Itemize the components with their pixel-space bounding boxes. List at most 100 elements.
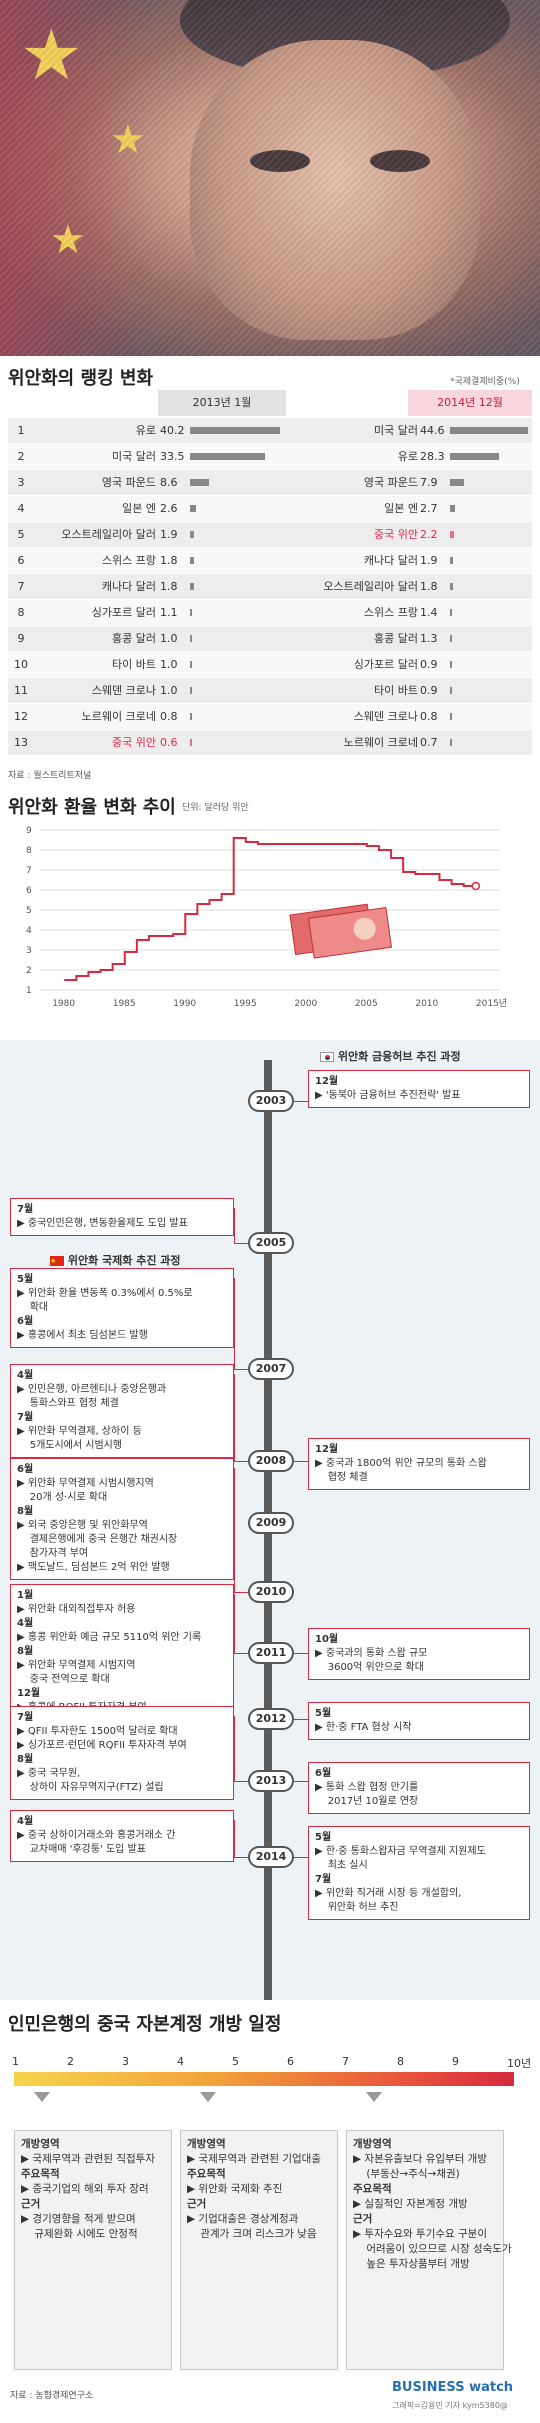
chevron-down-icon [366,2092,382,2102]
korea-event: 5월 ▶ 한·중 FTA 협상 시작 [308,1702,530,1740]
korea-event: 5월 ▶ 한·중 통화스왑자금 무역결제 지원제도 최초 실시 7월 ▶ 위안화 직거… [308,1826,530,1920]
schedule-tick: 3 [122,2055,129,2068]
value-2014: 0.8 [420,710,438,723]
x-tick-label: 2000 [294,999,317,1009]
currency-2014: 영국 파운드 [363,476,418,489]
rank-number: 11 [14,684,28,697]
rank-number: 1 [17,424,25,437]
star-icon: ★ [20,20,83,90]
korea-event: 12월 ▶ '동북아 금융허브 추진전략' 발표 [308,1070,530,1108]
currency-2013: 스웨덴 크로나 [91,684,156,697]
currency-2014: 타이 바트 [374,684,418,697]
ranking-row: 6 스위스 프랑 1.8 캐나다 달러 1.9 [8,548,532,573]
schedule-tick: 6 [287,2055,294,2068]
x-tick-label: 1995 [234,999,257,1009]
currency-2013: 캐나다 달러 [101,580,156,593]
connector-line [234,1208,235,1244]
schedule-card-2: 개방영역 ▶ 국제무역과 관련된 기업대출 주요목적 ▶ 위안화 국제화 추진 근거 ▶ … [180,2130,338,2370]
value-2014: 0.9 [420,684,438,697]
y-tick-label: 2 [26,966,32,976]
currency-2013: 싱가포르 달러 [91,606,156,619]
korea-flag-icon [320,1052,334,1062]
bar-2013 [190,453,266,460]
value-2013: 0.6 [160,736,178,749]
schedule-tick: 10년 [507,2057,532,2070]
ranking-row: 1 유로 40.2 미국 달러 44.6 [8,418,532,443]
currency-2013: 중국 위안 [112,736,156,749]
ranking-table: 2013년 1월 2014년 12월 1 유로 40.2 미국 달러 44.6 … [8,390,532,770]
rank-number: 5 [17,528,25,541]
china-event: 4월 ▶ 인민은행, 아르헨티나 중앙은행과 통화스와프 협정 체결 7월 ▶ 위안화… [10,1364,234,1458]
ranking-row: 10 타이 바트 1.0 싱가포르 달러 0.9 [8,652,532,677]
value-2013: 1.8 [160,554,178,567]
value-2014: 7.9 [420,476,438,489]
star-icon: ★ [50,220,86,260]
value-2013: 1.0 [160,684,178,697]
year-marker-2013: 2013 [248,1770,294,1792]
bar-2013 [190,661,193,668]
x-tick-label: 1985 [113,999,136,1009]
bar-2013 [190,635,193,642]
bar-2014 [450,635,453,642]
ranking-row: 9 홍콩 달러 1.0 홍콩 달러 1.3 [8,626,532,651]
china-event: 7월 ▶ 중국인민은행, 변동환율제도 도입 발표 [10,1198,234,1236]
column-2014: 2014년 12월 [408,390,532,416]
fx-chart-title: 위안화 환율 변화 추이 [8,797,176,818]
year-marker-2008: 2008 [248,1450,294,1472]
currency-2014: 미국 달러 [374,424,418,437]
schedule-tick: 4 [177,2055,184,2068]
china-event: 7월 ▶ QFII 투자한도 1500억 달러로 확대 ▶ 싱가포르·런던에 RQF… [10,1706,234,1800]
connector-line [234,1857,248,1858]
ranking-row: 3 영국 파운드 8.6 영국 파운드 7.9 [8,470,532,495]
bar-2014 [450,739,452,746]
year-marker-2010: 2010 [248,1581,294,1603]
value-2014: 1.9 [420,554,438,567]
connector-line [234,1374,235,1462]
currency-2013: 유로 [135,424,156,437]
y-tick-label: 6 [26,886,32,896]
year-marker-2012: 2012 [248,1708,294,1730]
connector-line [294,1101,308,1102]
currency-2014: 중국 위안 [374,528,418,541]
fx-end-point [471,881,481,891]
rank-number: 8 [17,606,25,619]
year-marker-2014: 2014 [248,1846,294,1868]
bar-2014 [450,531,454,538]
bar-2013 [190,583,195,590]
value-2013: 2.6 [160,502,178,515]
x-tick-label: 2015년 [476,998,507,1009]
schedule-tick: 2 [67,2055,74,2068]
currency-2014: 일본 엔 [384,502,418,515]
y-tick-label: 4 [26,926,32,936]
y-tick-label: 9 [26,826,32,836]
footer-source: 자료 : 농협경제연구소 [10,2391,94,2401]
rank-number: 12 [14,710,28,723]
schedule-tick: 1 [12,2055,19,2068]
year-marker-2011: 2011 [248,1642,294,1664]
connector-line [234,1653,248,1654]
footer-credit: 그래픽=김용민 기자 kym5380@ [392,2401,508,2410]
bar-2013 [190,479,210,486]
ranking-row: 2 미국 달러 33.5 유로 28.3 [8,444,532,469]
connector-line [294,1719,308,1720]
connector-line [294,1781,308,1782]
bar-2013 [190,739,192,746]
ranking-row: 4 일본 엔 2.6 일본 엔 2.7 [8,496,532,521]
rank-number: 10 [14,658,28,671]
value-2013: 1.1 [160,606,178,619]
rank-number: 6 [17,554,25,567]
value-2013: 1.0 [160,632,178,645]
value-2013: 40.2 [160,424,185,437]
x-tick-label: 1980 [52,999,75,1009]
currency-2014: 유로 [397,450,418,463]
bar-2014 [450,479,464,486]
korea-event: 6월 ▶ 통화 스왑 협정 만기를 2017년 10월로 연장 [308,1762,530,1814]
value-2013: 33.5 [160,450,185,463]
timeline-section: 위안화 금융허브 추진 과정 ★ 위안화 국제화 추진 과정 2003 2005 2… [0,1040,540,2000]
bar-2013 [190,427,281,434]
rank-number: 9 [17,632,25,645]
connector-line [234,1243,248,1244]
connector-line [294,1653,308,1654]
ranking-row: 13 중국 위안 0.6 노르웨이 크로네 0.7 [8,730,532,755]
china-event: 6월 ▶ 위안화 무역결제 시범시행지역 20개 성·시로 확대 8월 ▶ 외국 중앙… [10,1458,234,1580]
